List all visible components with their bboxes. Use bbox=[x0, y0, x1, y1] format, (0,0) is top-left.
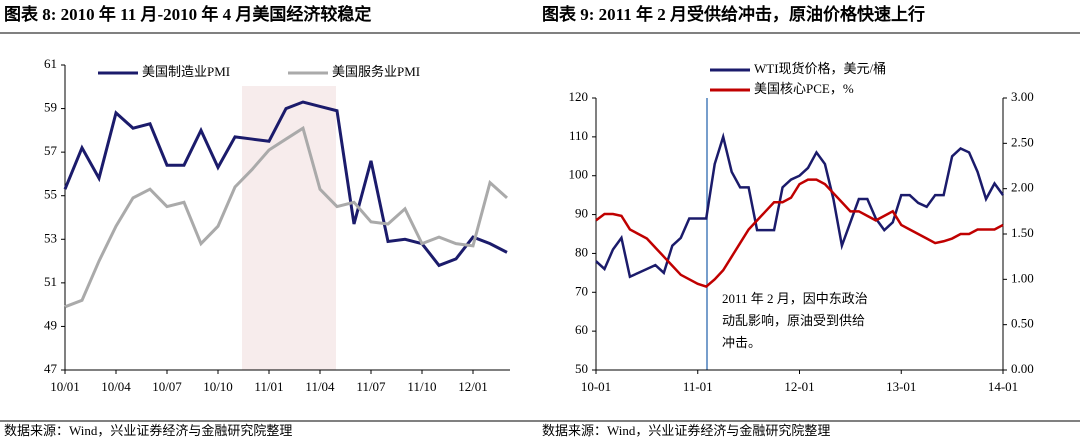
y-tick-label: 120 bbox=[569, 89, 589, 104]
x-tick-label: 10/10 bbox=[203, 379, 233, 394]
x-tick-label: 12/01 bbox=[458, 379, 488, 394]
y-tick-label: 50 bbox=[575, 361, 588, 376]
series-line bbox=[595, 178, 1004, 288]
x-tick-label: 12-01 bbox=[784, 379, 814, 394]
legend-label: 美国核心PCE，% bbox=[754, 81, 854, 96]
x-tick-label: 10/01 bbox=[50, 379, 80, 394]
y2-tick-label: 3.00 bbox=[1011, 89, 1034, 104]
y-tick-label: 59 bbox=[44, 100, 57, 115]
y2-tick-label: 0.50 bbox=[1011, 316, 1034, 331]
y-tick-label: 57 bbox=[44, 143, 58, 158]
x-tick-label: 10/04 bbox=[101, 379, 131, 394]
x-tick-label: 13-01 bbox=[886, 379, 916, 394]
y-tick-label: 51 bbox=[44, 274, 57, 289]
x-tick-label: 11/04 bbox=[305, 379, 335, 394]
y-tick-label: 80 bbox=[575, 244, 588, 259]
chart-title: 图表 9: 2011 年 2 月受供给冲击，原油价格快速上行 bbox=[542, 4, 925, 24]
series-line bbox=[595, 132, 1005, 279]
x-tick-label: 10-01 bbox=[581, 379, 611, 394]
chart-title: 图表 8: 2010 年 11 月-2010 年 4 月美国经济较稳定 bbox=[4, 4, 371, 24]
y-tick-label: 60 bbox=[575, 322, 588, 337]
x-tick-label: 10/07 bbox=[152, 379, 182, 394]
x-tick-label: 11/07 bbox=[356, 379, 386, 394]
highlight-band bbox=[242, 86, 336, 370]
y-tick-label: 47 bbox=[44, 361, 58, 376]
y-tick-label: 70 bbox=[575, 283, 588, 298]
legend-label: 美国服务业PMI bbox=[332, 64, 420, 79]
source: 数据来源：Wind，兴业证券经济与金融研究院整理 bbox=[4, 423, 292, 438]
y-tick-label: 110 bbox=[569, 128, 588, 143]
series-line bbox=[63, 100, 508, 268]
y-tick-label: 53 bbox=[44, 230, 57, 245]
source: 数据来源：Wind，兴业证券经济与金融研究院整理 bbox=[542, 423, 830, 438]
y-tick-label: 100 bbox=[569, 167, 589, 182]
x-tick-label: 14-01 bbox=[988, 379, 1018, 394]
y2-tick-label: 2.50 bbox=[1011, 134, 1034, 149]
y-tick-label: 90 bbox=[575, 206, 588, 221]
series-line bbox=[64, 125, 509, 309]
annotation: 冲击。 bbox=[722, 335, 761, 350]
y2-tick-label: 1.00 bbox=[1011, 270, 1034, 285]
y-tick-label: 55 bbox=[44, 187, 57, 202]
y2-tick-label: 2.00 bbox=[1011, 180, 1034, 195]
x-tick-label: 11/10 bbox=[407, 379, 436, 394]
legend-label: 美国制造业PMI bbox=[142, 64, 230, 79]
y2-tick-label: 1.50 bbox=[1011, 225, 1034, 240]
x-tick-label: 11-01 bbox=[683, 379, 713, 394]
y-tick-label: 49 bbox=[44, 317, 57, 332]
annotation: 动乱影响，原油受到供给 bbox=[722, 313, 865, 328]
legend-label: WTI现货价格，美元/桶 bbox=[754, 61, 886, 76]
annotation: 2011 年 2 月，因中东政治 bbox=[722, 291, 868, 306]
y-tick-label: 61 bbox=[44, 56, 57, 71]
x-tick-label: 11/01 bbox=[254, 379, 283, 394]
y2-tick-label: 0.00 bbox=[1011, 361, 1034, 376]
